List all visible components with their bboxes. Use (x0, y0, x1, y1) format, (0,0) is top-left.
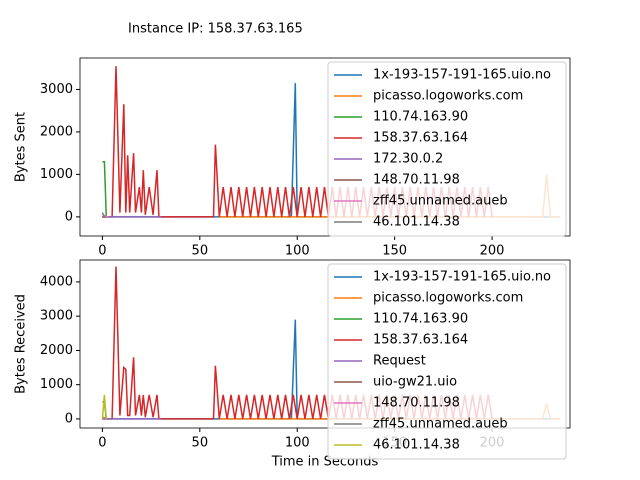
y-tick-label: 3000 (40, 309, 73, 324)
x-tick-label: 0 (98, 436, 106, 451)
legend-label: 158.37.63.164 (373, 131, 468, 146)
legend-label: 172.30.0.2 (373, 152, 443, 167)
x-tick-label: 50 (192, 244, 209, 259)
legend-label: 110.74.163.90 (373, 110, 468, 125)
series-line (102, 160, 108, 217)
x-tick-label: 100 (285, 244, 310, 259)
chart-title: Instance IP: 158.37.63.165 (128, 22, 303, 37)
legend-label: uio-gw21.uio (373, 375, 457, 390)
x-tick-label: 50 (192, 436, 209, 451)
legend-label: zff45.unnamed.aueb (373, 417, 508, 432)
y-tick-label: 1000 (40, 377, 73, 392)
x-tick-label: 150 (382, 244, 407, 259)
legend-label: picasso.logoworks.com (373, 291, 523, 306)
x-tick-label: 100 (285, 436, 310, 451)
series-line (102, 416, 109, 420)
y-tick-label: 0 (65, 411, 73, 426)
series-line (101, 212, 106, 218)
y-tick-label: 1000 (40, 167, 73, 182)
legend-label: 110.74.163.90 (373, 312, 468, 327)
legend-label: 1x-193-157-191-165.uio.no (373, 270, 551, 285)
y-tick-label: 0 (65, 209, 73, 224)
y-tick-label: 2000 (40, 343, 73, 358)
legend-label: 1x-193-157-191-165.uio.no (373, 68, 551, 83)
axes-frame (79, 259, 571, 429)
y-tick-label: 4000 (40, 274, 73, 289)
legend-label: Request (373, 354, 426, 369)
legend-box (327, 61, 567, 237)
y-axis-label: Bytes Sent (14, 112, 29, 182)
x-tick-label: 200 (480, 244, 505, 259)
x-tick-label: 0 (98, 244, 106, 259)
legend-label: zff45.unnamed.aueb (373, 194, 508, 209)
legend-label: 148.70.11.98 (373, 173, 460, 188)
legend-box (327, 263, 567, 460)
y-tick-label: 2000 (40, 124, 73, 139)
axes-frame (79, 57, 571, 237)
legend-label: 46.101.14.38 (373, 438, 460, 453)
y-axis-label: Bytes Received (14, 294, 29, 394)
legend-label: picasso.logoworks.com (373, 89, 523, 104)
y-tick-label: 3000 (40, 82, 73, 97)
legend-label: 148.70.11.98 (373, 396, 460, 411)
series-line (101, 394, 108, 419)
legend-label: 46.101.14.38 (373, 215, 460, 230)
legend-label: 158.37.63.164 (373, 333, 468, 348)
